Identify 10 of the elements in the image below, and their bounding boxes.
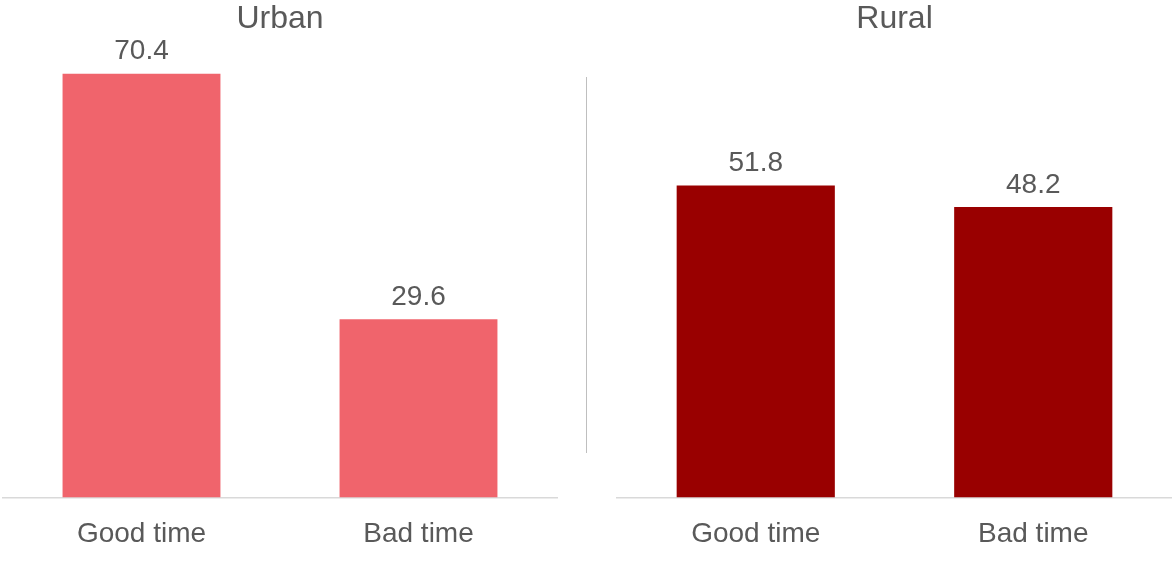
x-tick-label: Good time [691,516,821,548]
x-tick-label: Bad time [978,516,1089,548]
data-label: 29.6 [391,279,446,311]
x-tick-label: Bad time [363,516,474,548]
data-label: 48.2 [1006,167,1061,199]
chart-title: Urban [236,0,324,36]
x-tick-label: Good time [76,516,207,548]
chart-title: Rural [856,0,933,36]
data-label: 51.8 [728,146,783,178]
data-label: 70.4 [114,34,169,66]
